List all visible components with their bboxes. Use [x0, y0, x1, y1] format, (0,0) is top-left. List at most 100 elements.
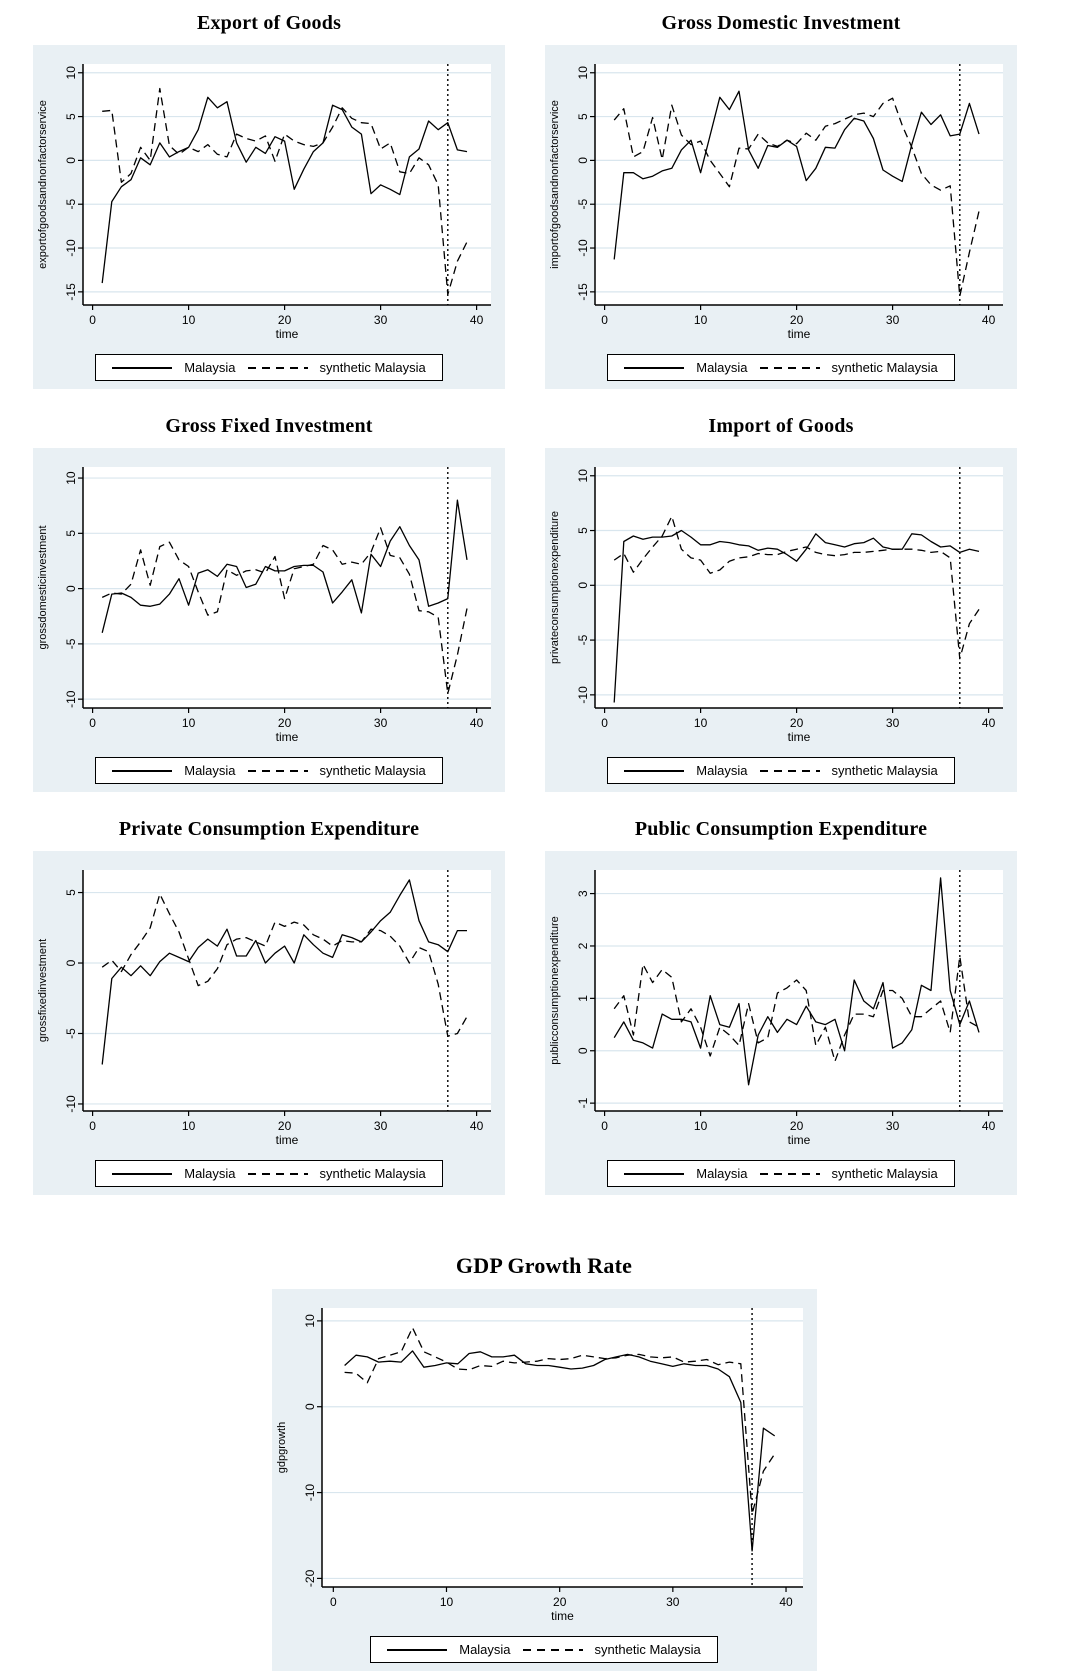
chart-title: Import of Goods: [708, 415, 854, 437]
svg-text:10: 10: [64, 66, 78, 80]
svg-text:0: 0: [89, 1119, 96, 1133]
svg-text:grossfixedinvestment: grossfixedinvestment: [37, 939, 49, 1042]
svg-text:20: 20: [278, 1119, 292, 1133]
svg-text:30: 30: [886, 313, 900, 327]
chart-title: Export of Goods: [196, 12, 342, 34]
svg-text:40: 40: [982, 1119, 996, 1133]
chart-gdp-growth-rate: GDP Growth Rate 10 0 -10 -20 0 10 20 30 40 time gd…: [271, 1253, 817, 1671]
line-plot-private-consumption-expenditure: 5 0 -5 -10 0 10 20 30 40 time grossfixedinvestment: [37, 870, 491, 1147]
legend-label-synthetic: synthetic Malaysia: [831, 763, 938, 778]
svg-text:10: 10: [182, 1119, 196, 1133]
legend-label-malaysia: Malaysia: [696, 360, 748, 375]
svg-text:10: 10: [694, 716, 708, 730]
svg-text:0: 0: [329, 1595, 336, 1609]
svg-text:40: 40: [779, 1595, 793, 1609]
solid-line-key: [624, 366, 685, 369]
svg-text:-10: -10: [64, 239, 78, 257]
chart-panel: 10 5 0 -5 -10 0 10 20 30 40 time privateconsumption…: [545, 448, 1017, 792]
solid-line-key: [112, 769, 173, 772]
chart-panel: 5 0 -5 -10 0 10 20 30 40 time grossfixedinvestment…: [33, 851, 505, 1195]
svg-text:3: 3: [576, 890, 590, 897]
legend: Malaysia synthetic Malaysia: [272, 1636, 817, 1663]
svg-text:1: 1: [576, 995, 590, 1002]
chart-private-consumption-expenditure: Private Consumption Expenditure 5 0 -5 -10 0…: [33, 814, 505, 1195]
svg-text:30: 30: [374, 1119, 388, 1133]
solid-line-key: [624, 1172, 685, 1175]
svg-text:0: 0: [64, 585, 78, 592]
svg-text:0: 0: [89, 716, 96, 730]
legend: Malaysia synthetic Malaysia: [545, 1160, 1017, 1187]
legend-label-synthetic: synthetic Malaysia: [319, 360, 426, 375]
legend-label-malaysia: Malaysia: [459, 1642, 511, 1657]
legend-label-malaysia: Malaysia: [184, 360, 236, 375]
chart-panel: 10 5 0 -5 -10 -15 0 10 20 30 40 time exportofgoodsan…: [33, 45, 505, 389]
svg-text:0: 0: [576, 582, 590, 589]
svg-text:time: time: [788, 730, 811, 744]
svg-text:-5: -5: [64, 638, 78, 649]
svg-text:time: time: [551, 1609, 574, 1623]
svg-text:40: 40: [470, 716, 484, 730]
svg-text:30: 30: [886, 716, 900, 730]
charts-grid: Export of Goods 10 5 0 -5 -10 -15 0 10 20 30 40 tim…: [33, 8, 1017, 1195]
svg-text:-10: -10: [576, 686, 590, 704]
svg-text:-15: -15: [576, 283, 590, 301]
svg-text:0: 0: [64, 157, 78, 164]
svg-text:time: time: [788, 327, 811, 341]
svg-text:time: time: [788, 1133, 811, 1147]
chart-title: GDP Growth Rate: [455, 1253, 633, 1278]
legend-label-malaysia: Malaysia: [696, 763, 748, 778]
svg-text:40: 40: [470, 1119, 484, 1133]
chart-panel: 3 2 1 0 -1 0 10 20 30 40 time publicconsumptionexpe…: [545, 851, 1017, 1195]
svg-text:0: 0: [601, 313, 608, 327]
legend-label-synthetic: synthetic Malaysia: [319, 763, 426, 778]
chart-panel: 10 0 -10 -20 0 10 20 30 40 time gdpgrowth Malaysia…: [271, 1289, 817, 1671]
dashed-line-key: [759, 769, 820, 772]
svg-text:10: 10: [64, 471, 78, 485]
svg-text:-15: -15: [64, 283, 78, 301]
svg-text:importofgoodsandnonfactorservi: importofgoodsandnonfactorservice: [549, 100, 561, 269]
svg-text:10: 10: [182, 716, 196, 730]
svg-text:-10: -10: [576, 239, 590, 257]
svg-text:-5: -5: [576, 634, 590, 645]
svg-text:30: 30: [374, 313, 388, 327]
svg-text:-1: -1: [576, 1097, 590, 1108]
legend-label-malaysia: Malaysia: [184, 1166, 236, 1181]
chart-export-of-goods: Export of Goods 10 5 0 -5 -10 -15 0 10 20 30 40 tim…: [33, 8, 505, 389]
svg-text:-5: -5: [64, 1028, 78, 1039]
svg-text:20: 20: [790, 716, 804, 730]
svg-text:0: 0: [601, 1119, 608, 1133]
svg-text:20: 20: [553, 1595, 567, 1609]
svg-text:0: 0: [64, 959, 78, 966]
svg-text:time: time: [276, 327, 299, 341]
svg-text:0: 0: [303, 1403, 317, 1410]
chart-title: Gross Domestic Investment: [661, 12, 901, 34]
legend: Malaysia synthetic Malaysia: [33, 757, 505, 784]
svg-text:-10: -10: [64, 1095, 78, 1113]
chart-title: Private Consumption Expenditure: [118, 818, 420, 840]
svg-text:10: 10: [694, 1119, 708, 1133]
legend-label-synthetic: synthetic Malaysia: [594, 1642, 701, 1657]
line-plot-gross-domestic-investment: 10 5 0 -5 -10 -15 0 10 20 30 40 time importofgoodsan…: [549, 64, 1003, 341]
svg-text:30: 30: [886, 1119, 900, 1133]
svg-text:5: 5: [64, 113, 78, 120]
dashed-line-key: [522, 1648, 583, 1651]
svg-text:30: 30: [374, 716, 388, 730]
svg-text:5: 5: [64, 530, 78, 537]
svg-text:20: 20: [278, 716, 292, 730]
dashed-line-key: [247, 1172, 308, 1175]
svg-text:-5: -5: [64, 199, 78, 210]
svg-text:publicconsumptionexpenditure: publicconsumptionexpenditure: [549, 916, 561, 1065]
svg-text:gdpgrowth: gdpgrowth: [276, 1422, 288, 1473]
legend-label-malaysia: Malaysia: [696, 1166, 748, 1181]
svg-text:0: 0: [576, 1047, 590, 1054]
svg-text:-5: -5: [576, 199, 590, 210]
svg-text:time: time: [276, 730, 299, 744]
legend-label-malaysia: Malaysia: [184, 763, 236, 778]
gdp-section: GDP Growth Rate 10 0 -10 -20 0 10 20 30 40 time gd…: [0, 1253, 1088, 1671]
chart-import-of-goods: Import of Goods 10 5 0 -5 -10 0 10 20 30 40 time pr…: [545, 411, 1017, 792]
chart-panel: 10 5 0 -5 -10 -15 0 10 20 30 40 time importofgoodsan…: [545, 45, 1017, 389]
line-plot-gross-fixed-investment: 10 5 0 -5 -10 0 10 20 30 40 time grossdomesticinves…: [37, 467, 491, 744]
svg-text:40: 40: [982, 716, 996, 730]
svg-text:privateconsumptionexpenditure: privateconsumptionexpenditure: [549, 511, 561, 664]
